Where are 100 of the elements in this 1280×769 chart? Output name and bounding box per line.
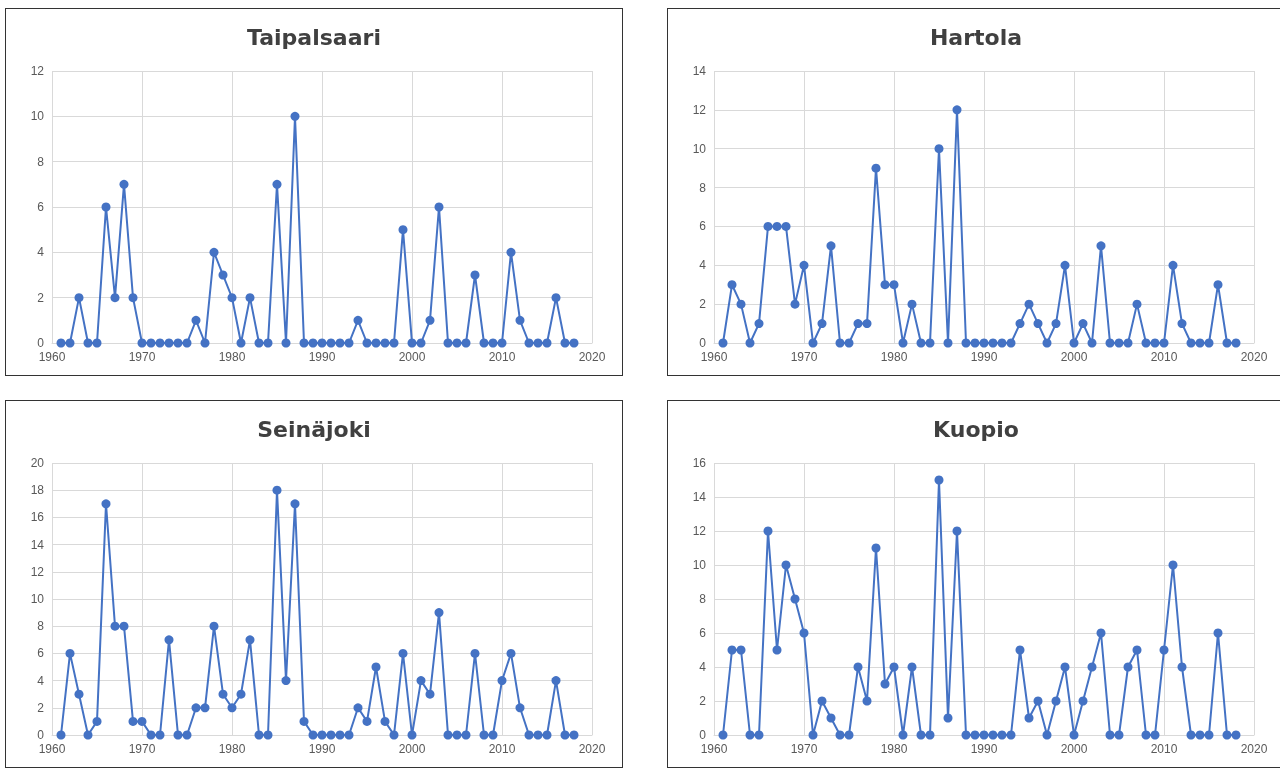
point <box>718 338 728 348</box>
chart-title: Kuopio <box>933 416 1019 442</box>
point <box>560 730 570 740</box>
point <box>515 703 525 713</box>
point <box>569 730 579 740</box>
point <box>227 703 237 713</box>
point <box>1150 338 1160 348</box>
y-tick-label: 10 <box>30 109 45 124</box>
point <box>389 730 399 740</box>
point <box>1177 662 1187 672</box>
y-tick-label: 20 <box>30 456 45 470</box>
point <box>263 730 273 740</box>
point <box>155 338 165 348</box>
point <box>569 338 579 348</box>
point <box>443 730 453 740</box>
point <box>119 621 129 631</box>
y-tick-label: 14 <box>30 537 45 552</box>
point <box>853 319 863 329</box>
point <box>970 730 980 740</box>
point <box>1051 319 1061 329</box>
point <box>745 338 755 348</box>
y-tick-label: 12 <box>692 102 707 117</box>
point <box>871 163 881 173</box>
point <box>191 703 201 713</box>
point <box>398 648 408 658</box>
point <box>889 280 899 290</box>
point <box>961 338 971 348</box>
point <box>362 338 372 348</box>
x-tick-label: 1970 <box>128 742 156 756</box>
point <box>997 730 1007 740</box>
point <box>916 338 926 348</box>
point <box>335 338 345 348</box>
point <box>308 730 318 740</box>
point <box>155 730 165 740</box>
point <box>146 730 156 740</box>
point <box>1132 299 1142 309</box>
point <box>407 338 417 348</box>
x-tick-label: 1990 <box>308 350 336 364</box>
point <box>880 679 890 689</box>
point <box>763 526 773 536</box>
point <box>1213 628 1223 638</box>
point <box>1123 662 1133 672</box>
point <box>817 696 827 706</box>
point <box>344 730 354 740</box>
point <box>1024 299 1034 309</box>
point <box>862 319 872 329</box>
point <box>1105 730 1115 740</box>
point <box>988 730 998 740</box>
y-tick-label: 18 <box>30 483 45 498</box>
point <box>1123 338 1133 348</box>
point <box>137 716 147 726</box>
point <box>110 621 120 631</box>
x-tick-label: 1980 <box>218 350 246 364</box>
point <box>1159 645 1169 655</box>
point <box>335 730 345 740</box>
x-tick-label: 2000 <box>1060 742 1088 756</box>
y-tick-label: 10 <box>30 592 45 606</box>
point <box>1195 730 1205 740</box>
point <box>754 319 764 329</box>
point <box>1051 696 1061 706</box>
point <box>389 338 399 348</box>
point <box>488 338 498 348</box>
x-tick-label: 1970 <box>790 742 818 756</box>
point <box>835 730 845 740</box>
point <box>844 338 854 348</box>
y-tick-label: 2 <box>37 700 45 715</box>
chart-title: Taipalsaari <box>247 24 381 50</box>
point <box>227 293 237 303</box>
point <box>781 560 791 570</box>
point <box>263 338 273 348</box>
point <box>1150 730 1160 740</box>
y-tick-label: 6 <box>37 646 45 661</box>
point <box>961 730 971 740</box>
x-tick-label: 2010 <box>1150 350 1178 364</box>
point <box>353 703 363 713</box>
point <box>979 338 989 348</box>
point <box>218 270 228 280</box>
point <box>353 315 363 325</box>
point <box>380 338 390 348</box>
point <box>1204 338 1214 348</box>
point <box>880 280 890 290</box>
point <box>1042 338 1052 348</box>
point <box>344 338 354 348</box>
x-tick-label: 2010 <box>1150 742 1178 756</box>
x-tick-label: 1980 <box>218 742 246 756</box>
point <box>1132 645 1142 655</box>
y-tick-label: 0 <box>37 728 45 742</box>
point <box>1060 260 1070 270</box>
point <box>488 730 498 740</box>
point <box>299 716 309 726</box>
point <box>533 338 543 348</box>
point <box>763 221 773 231</box>
point <box>1078 319 1088 329</box>
y-tick-label: 10 <box>692 141 707 156</box>
point <box>281 338 291 348</box>
point <box>65 338 75 348</box>
point <box>1087 338 1097 348</box>
point <box>470 648 480 658</box>
point <box>916 730 926 740</box>
point <box>718 730 728 740</box>
